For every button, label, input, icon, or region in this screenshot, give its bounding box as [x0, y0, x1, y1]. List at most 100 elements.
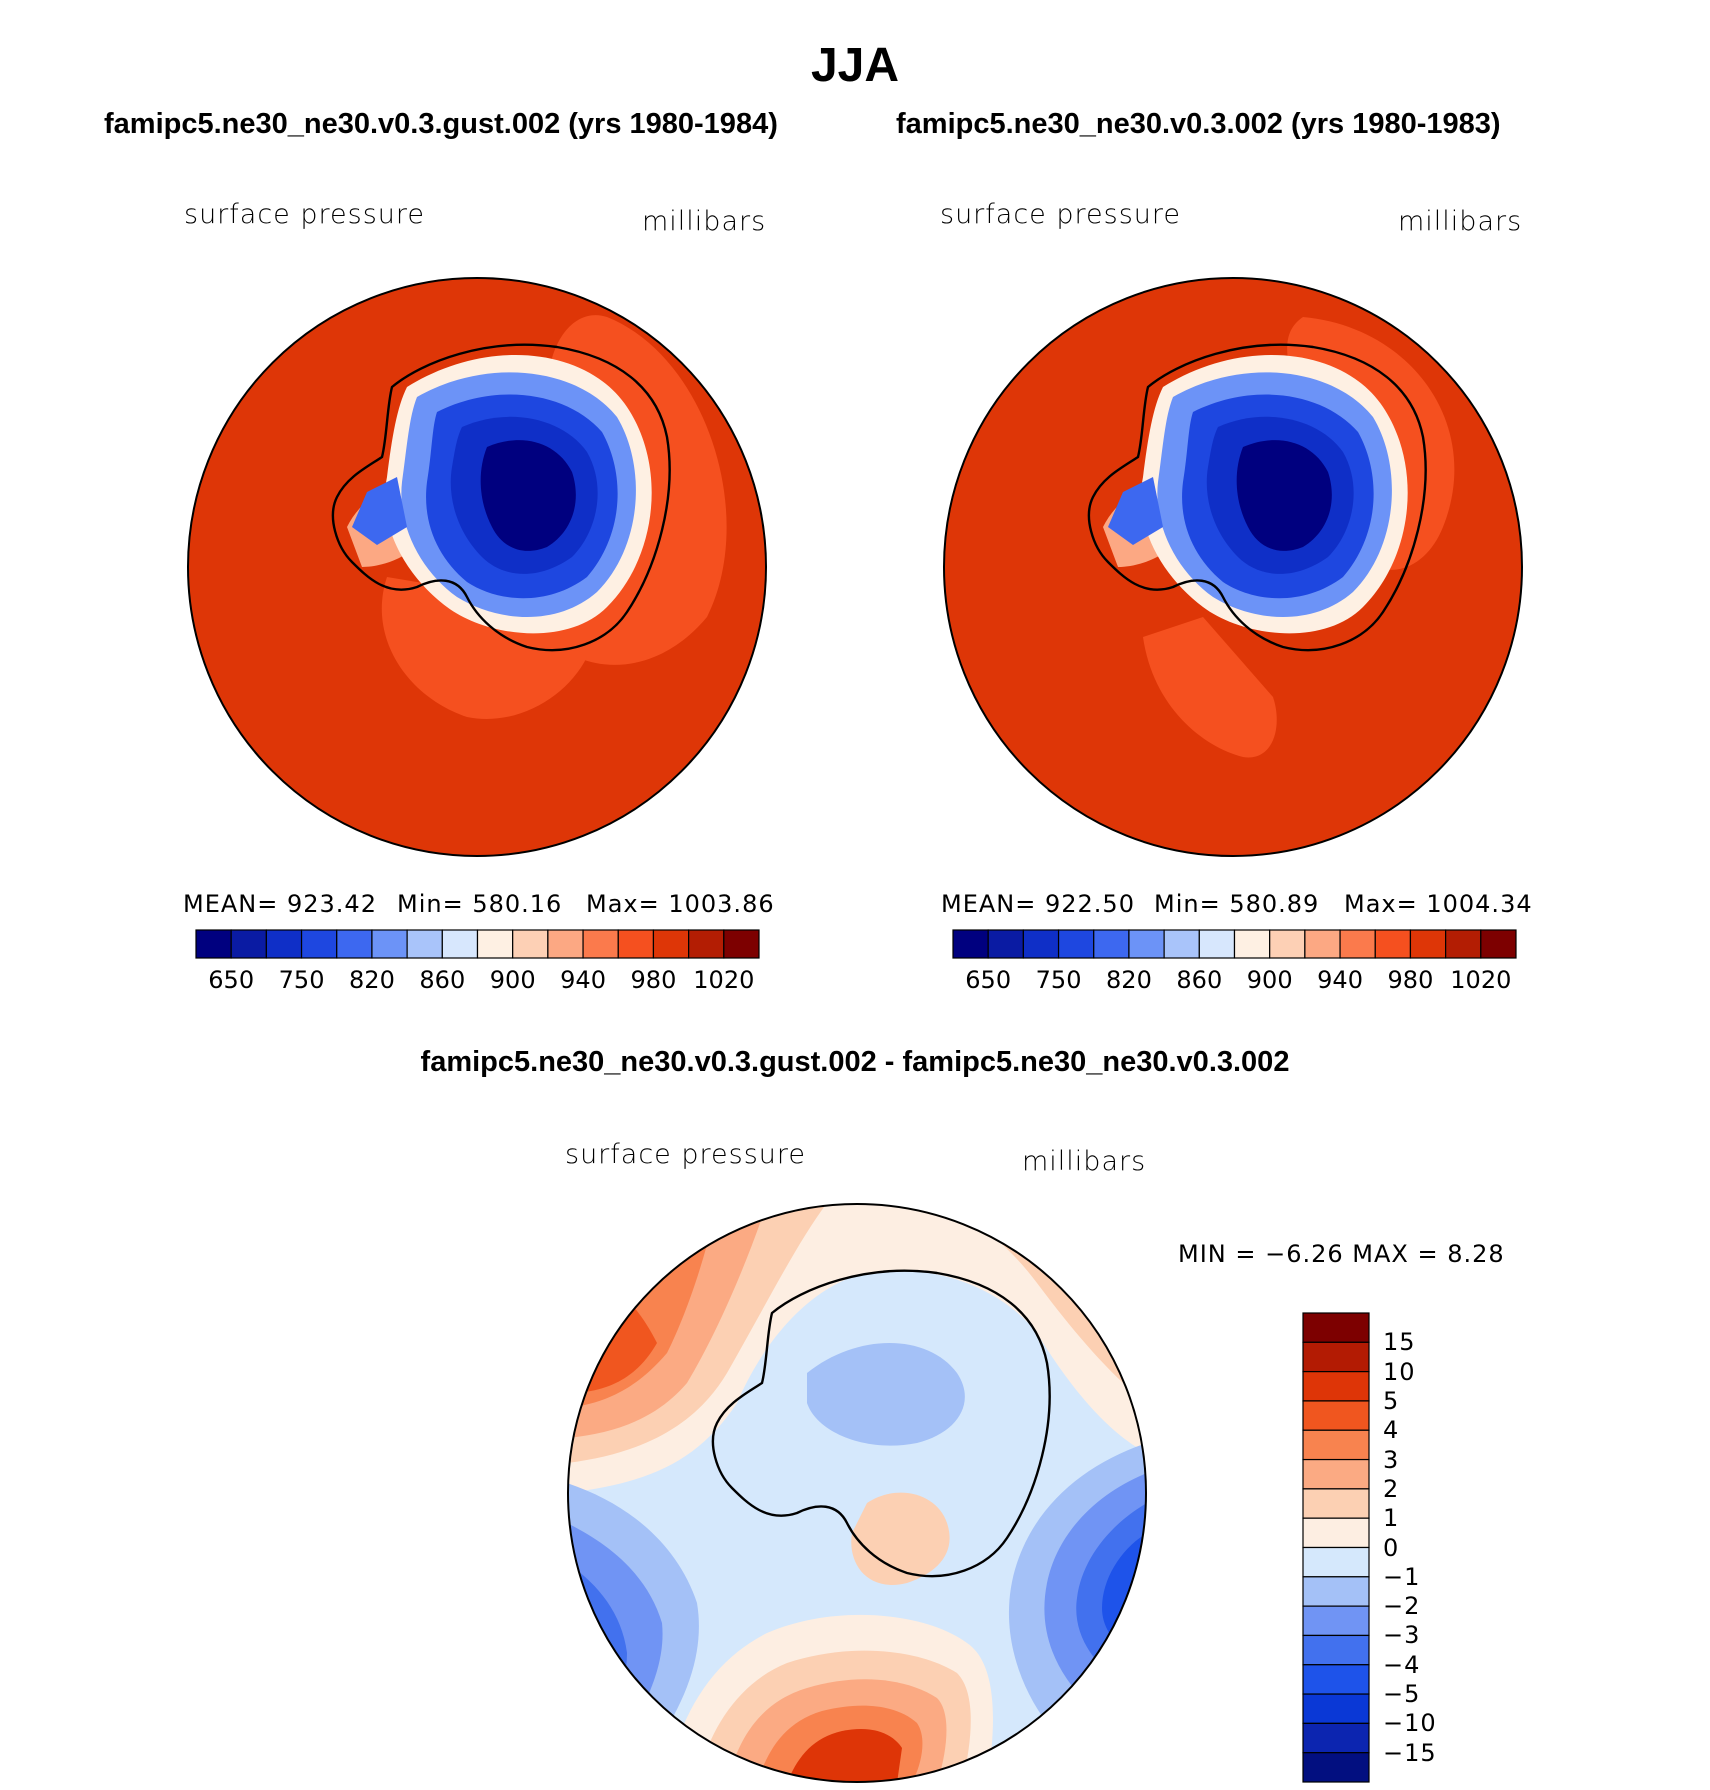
colorbar-swatch: [1093, 929, 1130, 959]
diff-colorbar-label: 4: [1383, 1416, 1400, 1445]
diff-colorbar-swatch: [1302, 1429, 1370, 1461]
diff-colorbar-swatch: [1302, 1634, 1370, 1666]
colorbar-tick-label: 820: [349, 966, 395, 994]
diff-colorbar-label: 15: [1383, 1328, 1416, 1357]
diff-colorbar-swatch: [1302, 1664, 1370, 1695]
colorbar-tick-label: 750: [278, 966, 325, 994]
colorbar-tick-label: 1020: [693, 966, 755, 994]
panel2-max: Max= 1004.34: [1344, 890, 1533, 918]
diff-colorbar-label: 1: [1383, 1504, 1400, 1533]
diff-minmax: MIN = −6.26 MAX = 8.28: [1178, 1240, 1505, 1268]
diff-colorbar-swatch: [1302, 1488, 1370, 1519]
panel2-mean: MEAN= 922.50: [941, 890, 1135, 918]
difference-title: famipc5.ne30_ne30.v0.3.gust.002 - famipc…: [420, 1046, 1290, 1078]
diff-colorbar-label: −5: [1383, 1680, 1421, 1709]
panel2-map: [943, 277, 1523, 857]
panel2-variable-label: surface pressure: [940, 199, 1181, 230]
colorbar-swatch: [582, 929, 619, 959]
panel1-map: [187, 277, 767, 857]
diff-colorbar-label: −3: [1383, 1621, 1421, 1650]
colorbar-swatch: [1022, 929, 1060, 959]
panel1-max: Max= 1003.86: [586, 890, 775, 918]
colorbar-swatch: [617, 929, 655, 959]
colorbar-swatch: [1163, 929, 1200, 959]
diff-colorbar-swatch: [1302, 1458, 1370, 1490]
colorbar-swatch: [1128, 929, 1165, 959]
figure-title: JJA: [810, 39, 900, 92]
colorbar-swatch: [476, 929, 514, 959]
colorbar-swatch: [1445, 929, 1482, 959]
colorbar-swatch: [230, 929, 267, 959]
diff-colorbar-label: 5: [1383, 1386, 1400, 1415]
colorbar-tick-label: 750: [1035, 966, 1082, 994]
colorbar-swatch: [1304, 929, 1341, 959]
colorbar-swatch: [336, 929, 373, 959]
colorbar-tick-label: 820: [1106, 966, 1152, 994]
diff-colorbar-swatch: [1302, 1576, 1370, 1607]
diff-colorbar-swatch: [1302, 1546, 1370, 1578]
colorbar-swatch: [1409, 929, 1447, 959]
colorbar-tick-label: 940: [560, 966, 606, 994]
diff-colorbar-swatch: [1302, 1517, 1370, 1549]
colorbar-tick-label: 940: [1317, 966, 1363, 994]
colorbar-swatch: [441, 929, 479, 959]
panel2-case-title: famipc5.ne30_ne30.v0.3.002 (yrs 1980-198…: [896, 108, 1501, 140]
panel1-mean: MEAN= 923.42: [183, 890, 377, 918]
diff-variable-label: surface pressure: [565, 1139, 806, 1170]
diff-colorbar-label: −10: [1383, 1709, 1437, 1738]
colorbar-swatch: [652, 929, 690, 959]
colorbar-tick-label: 860: [419, 966, 466, 994]
colorbar-swatch: [1480, 929, 1517, 959]
diff-colorbar-swatch: [1302, 1400, 1370, 1431]
panel1-units-label: millibars: [642, 206, 767, 237]
diff-colorbar-swatch: [1302, 1693, 1370, 1724]
difference-colorbar: [1302, 1312, 1370, 1783]
diff-colorbar-label: −2: [1383, 1592, 1421, 1621]
diff-colorbar-label: 10: [1383, 1357, 1416, 1386]
diff-colorbar-swatch: [1302, 1371, 1370, 1402]
colorbar-swatch: [723, 929, 760, 959]
colorbar-tick-label: 860: [1176, 966, 1223, 994]
colorbar-swatch: [987, 929, 1024, 959]
diff-units-label: millibars: [1022, 1146, 1147, 1177]
panel1-case-title: famipc5.ne30_ne30.v0.3.gust.002 (yrs 198…: [104, 108, 778, 140]
panel1-variable-label: surface pressure: [184, 199, 425, 230]
colorbar-tick-label: 1020: [1450, 966, 1512, 994]
diff-colorbar-label: 3: [1383, 1445, 1400, 1474]
diff-colorbar-label: 2: [1383, 1474, 1400, 1503]
panel2-min: Min= 580.89: [1154, 890, 1320, 918]
colorbar-swatch: [512, 929, 549, 959]
colorbar-swatch: [688, 929, 725, 959]
difference-map: [567, 1203, 1147, 1783]
colorbar-swatch: [195, 929, 232, 959]
diff-colorbar-swatch: [1302, 1605, 1370, 1637]
diff-colorbar-swatch: [1302, 1312, 1370, 1343]
diff-colorbar-label: −15: [1383, 1738, 1437, 1767]
colorbar-tick-label: 650: [208, 966, 255, 994]
diff-colorbar-label: 0: [1383, 1533, 1400, 1562]
diff-colorbar-label: −1: [1383, 1562, 1421, 1591]
colorbar-swatch: [547, 929, 584, 959]
colorbar-swatch: [1269, 929, 1306, 959]
diff-colorbar-swatch: [1302, 1341, 1370, 1373]
colorbar-swatch: [300, 929, 338, 959]
colorbar-tick-label: 900: [489, 966, 536, 994]
colorbar-swatch: [1233, 929, 1271, 959]
colorbar-swatch: [952, 929, 989, 959]
panel2-colorbar: [952, 929, 1517, 959]
colorbar-swatch: [1198, 929, 1236, 959]
colorbar-tick-label: 900: [1246, 966, 1293, 994]
colorbar-tick-label: 650: [965, 966, 1012, 994]
diff-colorbar-swatch: [1302, 1722, 1370, 1754]
colorbar-swatch: [265, 929, 303, 959]
diff-colorbar-label: −4: [1383, 1650, 1421, 1679]
panel1-min: Min= 580.16: [397, 890, 563, 918]
diff-colorbar-swatch: [1302, 1752, 1370, 1783]
colorbar-tick-label: 980: [1387, 966, 1434, 994]
colorbar-tick-label: 980: [630, 966, 677, 994]
colorbar-swatch: [1339, 929, 1376, 959]
colorbar-swatch: [371, 929, 408, 959]
colorbar-swatch: [1057, 929, 1095, 959]
colorbar-swatch: [406, 929, 443, 959]
panel1-colorbar: [195, 929, 760, 959]
